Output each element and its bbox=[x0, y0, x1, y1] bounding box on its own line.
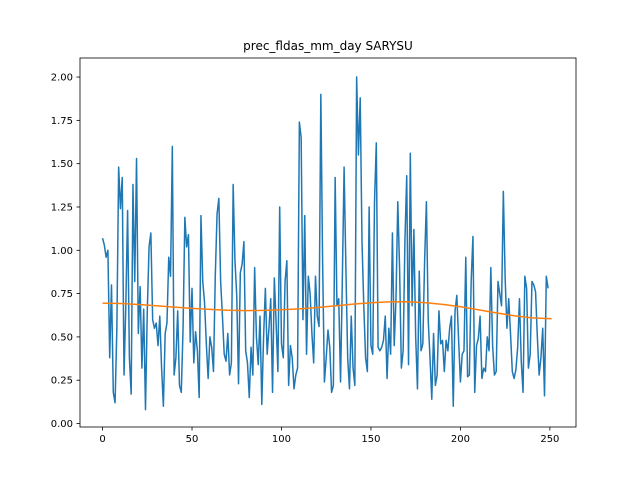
x-tick-label: 100 bbox=[272, 434, 291, 445]
y-tick-label: 1.50 bbox=[51, 159, 73, 170]
y-tick-label: 1.75 bbox=[51, 116, 73, 127]
plot-area bbox=[101, 76, 552, 411]
series-line-precipitation bbox=[101, 76, 549, 411]
x-tick-label: 0 bbox=[99, 434, 105, 445]
chart-title: prec_fldas_mm_day SARYSU bbox=[243, 39, 413, 53]
y-tick-label: 0.50 bbox=[51, 332, 73, 343]
axes-frame bbox=[79, 57, 577, 428]
y-tick-label: 1.25 bbox=[51, 202, 73, 213]
series-line-trend bbox=[102, 301, 552, 320]
x-tick-label: 150 bbox=[361, 434, 380, 445]
x-tick-label: 200 bbox=[451, 434, 470, 445]
x-tick-label: 250 bbox=[540, 434, 559, 445]
y-tick-label: 0.75 bbox=[51, 289, 73, 300]
y-tick-label: 1.00 bbox=[51, 246, 73, 257]
x-tick-label: 50 bbox=[186, 434, 199, 445]
y-tick-label: 0.25 bbox=[51, 376, 73, 387]
y-axis: 0.00 0.25 0.50 0.75 1.00 1.25 1.50 1.75 2.00 bbox=[51, 73, 80, 430]
y-tick-label: 0.00 bbox=[51, 419, 73, 430]
x-axis: 0 50 100 150 200 250 bbox=[99, 427, 559, 445]
y-tick-label: 2.00 bbox=[51, 73, 73, 84]
